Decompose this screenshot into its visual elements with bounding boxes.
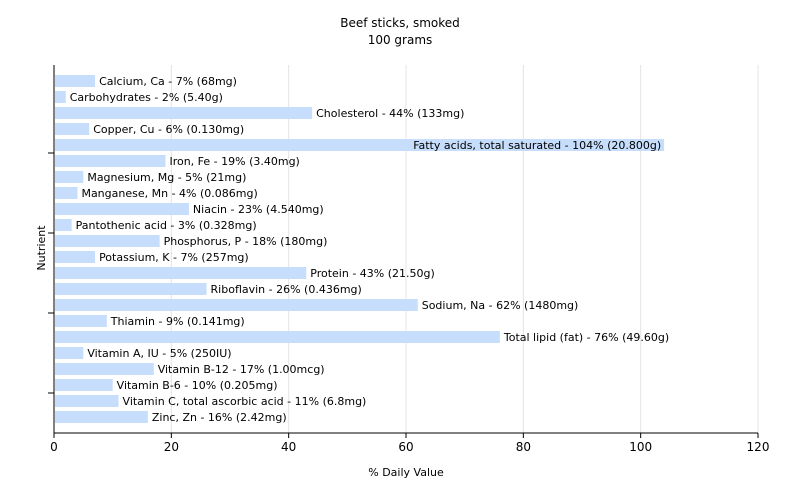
bar-label: Thiamin - 9% (0.141mg) [110,315,245,328]
bar-label: Magnesium, Mg - 5% (21mg) [87,171,246,184]
bar [55,155,166,167]
bar-label: Vitamin B-6 - 10% (0.205mg) [117,379,278,392]
bar-label: Sodium, Na - 62% (1480mg) [422,299,579,312]
bar [55,203,189,215]
bar-label: Riboflavin - 26% (0.436mg) [211,283,362,296]
bar [55,107,313,119]
x-tick-label: 120 [747,440,770,454]
bar [55,363,154,375]
bar-label: Iron, Fe - 19% (3.40mg) [169,155,299,168]
chart-subtitle: 100 grams [368,33,433,47]
bar [55,379,113,391]
bar [55,219,72,231]
bar-label: Total lipid (fat) - 76% (49.60g) [503,331,669,344]
bar-label: Pantothenic acid - 3% (0.328mg) [76,219,257,232]
bar-label: Vitamin A, IU - 5% (250IU) [87,347,231,360]
bar [55,187,78,199]
x-axis-label: % Daily Value [368,466,444,479]
bar [55,235,160,247]
x-tick-label: 0 [50,440,58,454]
x-tick-label: 20 [164,440,179,454]
bar-label: Cholesterol - 44% (133mg) [316,107,464,120]
x-tick-label: 40 [281,440,296,454]
axes-group: 0 20 40 60 80 100 120 [48,65,769,454]
x-tick-label: 100 [629,440,652,454]
bar-label: Vitamin B-12 - 17% (1.00mcg) [158,363,325,376]
bar-label: Vitamin C, total ascorbic acid - 11% (6.… [123,395,367,408]
bar-label: Protein - 43% (21.50g) [310,267,435,280]
bar-label: Phosphorus, P - 18% (180mg) [164,235,328,248]
bar [55,347,84,359]
bar-label: Potassium, K - 7% (257mg) [99,251,249,264]
bar-label: Calcium, Ca - 7% (68mg) [99,75,237,88]
bar [55,91,66,103]
bar [55,75,96,87]
bar [55,123,90,135]
bar [55,411,148,423]
y-axis-label: Nutrient [35,225,48,271]
bar-label: Carbohydrates - 2% (5.40g) [70,91,223,104]
bar [55,139,665,151]
bar [55,315,107,327]
bar [55,331,500,343]
bar [55,395,119,407]
x-tick-label: 60 [398,440,413,454]
bar [55,267,307,279]
bar-label: Fatty acids, total saturated - 104% (20.… [413,139,661,152]
bar-label: Copper, Cu - 6% (0.130mg) [93,123,244,136]
bar [55,283,207,295]
bar-label: Zinc, Zn - 16% (2.42mg) [152,411,287,424]
bar [55,171,84,183]
bars-group: Calcium, Ca - 7% (68mg) Carbohydrates - 2… [55,75,669,424]
bar [55,299,418,311]
bar-label: Niacin - 23% (4.540mg) [193,203,324,216]
grid-lines [170,65,759,433]
bar-label: Manganese, Mn - 4% (0.086mg) [81,187,257,200]
chart-title: Beef sticks, smoked [340,16,460,30]
x-tick-label: 80 [516,440,531,454]
bar [55,251,96,263]
